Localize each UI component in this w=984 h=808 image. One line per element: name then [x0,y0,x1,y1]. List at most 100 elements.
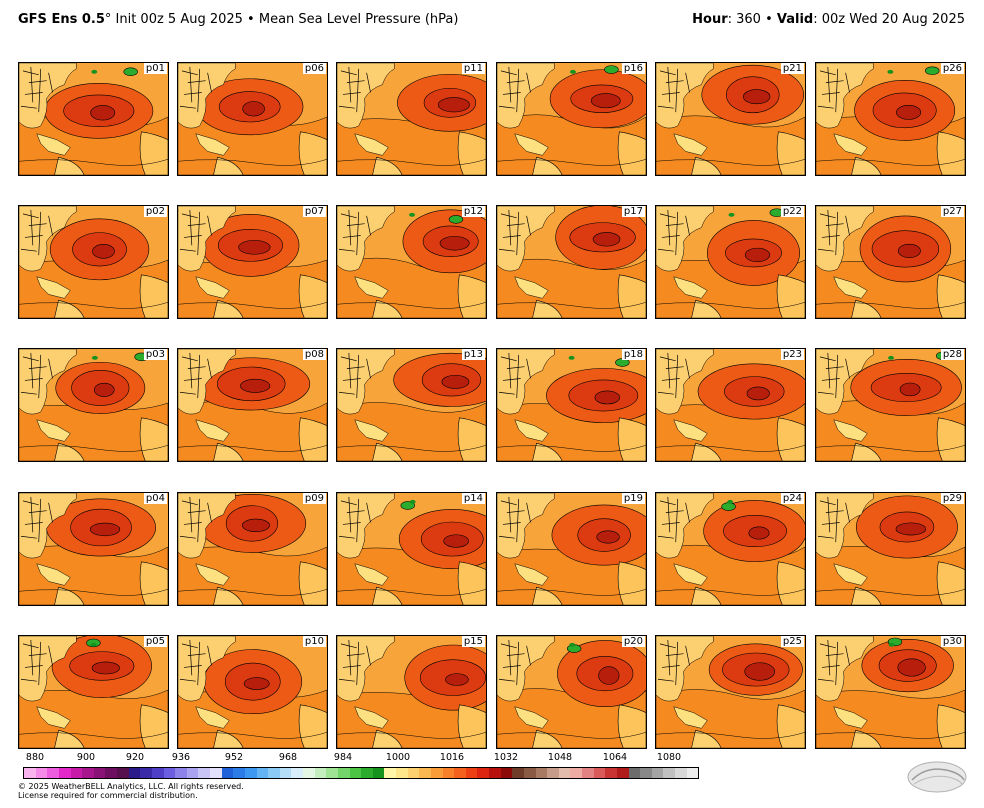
pressure-map [656,636,805,748]
ensemble-panel-p09: p09 [177,492,328,606]
colorbar-swatch [651,768,664,778]
ensemble-panel-p16: p16 [496,62,647,176]
panel-label: p22 [780,206,804,217]
panel-label: p17 [621,206,645,217]
colorbar-swatch [93,768,106,778]
ensemble-panel-p03: p03 [18,348,169,462]
ensemble-panel-p08: p08 [177,348,328,462]
colorbar-tick-label: 984 [333,752,353,763]
license-line: License required for commercial distribu… [18,791,198,800]
panel-label: p12 [461,206,485,217]
ensemble-panel-p06: p06 [177,62,328,176]
colorbar-swatch [47,768,59,778]
colorbar-swatch [675,768,687,778]
ensemble-panel-p04: p04 [18,492,169,606]
colorbar-swatch [256,768,269,778]
colorbar-swatch [186,768,199,778]
panel-label: p02 [143,206,167,217]
degree-symbol: ° [104,12,112,27]
colorbar-swatch [244,768,257,778]
colorbar-swatch [430,768,443,778]
ensemble-panel-p28: p28 [815,348,966,462]
colorbar-swatch [558,768,571,778]
ensemble-panel-p26: p26 [815,62,966,176]
colorbar-swatch [628,768,641,778]
colorbar-swatch [210,768,222,778]
colorbar-swatch [151,768,164,778]
pressure-map [497,636,646,748]
pressure-map [178,493,327,605]
colorbar-swatch [500,768,513,778]
pressure-map [656,349,805,461]
pressure-map [816,493,965,605]
panel-label: p19 [621,493,645,504]
pressure-map [816,636,965,748]
panel-label: p29 [940,493,964,504]
panel-label: p25 [780,636,804,647]
panel-label: p24 [780,493,804,504]
colorbar-swatch [616,768,629,778]
panel-label: p04 [143,493,167,504]
colorbar-swatch [233,768,245,778]
ensemble-panel-p27: p27 [815,205,966,319]
pressure-map [816,63,965,175]
pressure-map [497,349,646,461]
ensemble-panel-p07: p07 [177,205,328,319]
colorbar-swatch [140,768,152,778]
panel-label: p27 [940,206,964,217]
colorbar-swatch [175,768,187,778]
panel-label: p28 [940,349,964,360]
pressure-map [337,349,486,461]
colorbar-swatch [163,768,176,778]
colorbar-swatch [686,768,699,778]
pressure-map [337,636,486,748]
pressure-map [656,493,805,605]
ensemble-panel-p21: p21 [655,62,806,176]
pressure-map [178,349,327,461]
colorbar-swatch [605,768,617,778]
colorbar-tick-label: 1048 [547,752,573,763]
panel-label: p15 [461,636,485,647]
panel-label: p20 [621,636,645,647]
panel-label: p14 [461,493,485,504]
hour-label: Hour [692,12,728,27]
colorbar-swatch [570,768,582,778]
ensemble-panel-p23: p23 [655,348,806,462]
pressure-map [656,63,805,175]
panel-label: p03 [143,349,167,360]
pressure-map [178,206,327,318]
colorbar-tick-label: 1032 [493,752,519,763]
colorbar-swatch [442,768,455,778]
ensemble-panel-p30: p30 [815,635,966,749]
pressure-map [497,493,646,605]
panel-label: p30 [940,636,964,647]
colorbar-swatch [512,768,524,778]
ensemble-panel-p02: p02 [18,205,169,319]
colorbar-swatch [58,768,71,778]
model-name: GFS Ens 0.5 [18,12,105,27]
valid-value: : 00z Wed 20 Aug 2025 [813,12,965,27]
ensemble-panel-grid: p01 p06 p11 p16 p21 p26 p02 p07 p12 p17 p22 p27 p03 p… [18,62,966,749]
panel-label: p06 [302,63,326,74]
pressure-map [337,63,486,175]
copyright-line: © 2025 WeatherBELL Analytics, LLC. All r… [18,782,244,791]
ensemble-panel-p05: p05 [18,635,169,749]
ensemble-panel-p18: p18 [496,348,647,462]
colorbar-swatch [535,768,548,778]
panel-label: p16 [621,63,645,74]
colorbar-tick-label: 900 [76,752,96,763]
colorbar-swatch [128,768,141,778]
chart-title: GFS Ens 0.5° Init 00z 5 Aug 2025 • Mean … [18,12,458,27]
colorbar-swatch [361,768,373,778]
panel-label: p13 [461,349,485,360]
colorbar-tick-label: 952 [224,752,244,763]
pressure-map [497,63,646,175]
colorbar-swatch [349,768,362,778]
colorbar-tick-label: 880 [25,752,45,763]
colorbar-tick-label: 1080 [656,752,682,763]
colorbar-swatch [454,768,466,778]
ensemble-panel-p19: p19 [496,492,647,606]
colorbar-swatch [105,768,117,778]
pressure-map [337,493,486,605]
colorbar-swatch [337,768,350,778]
